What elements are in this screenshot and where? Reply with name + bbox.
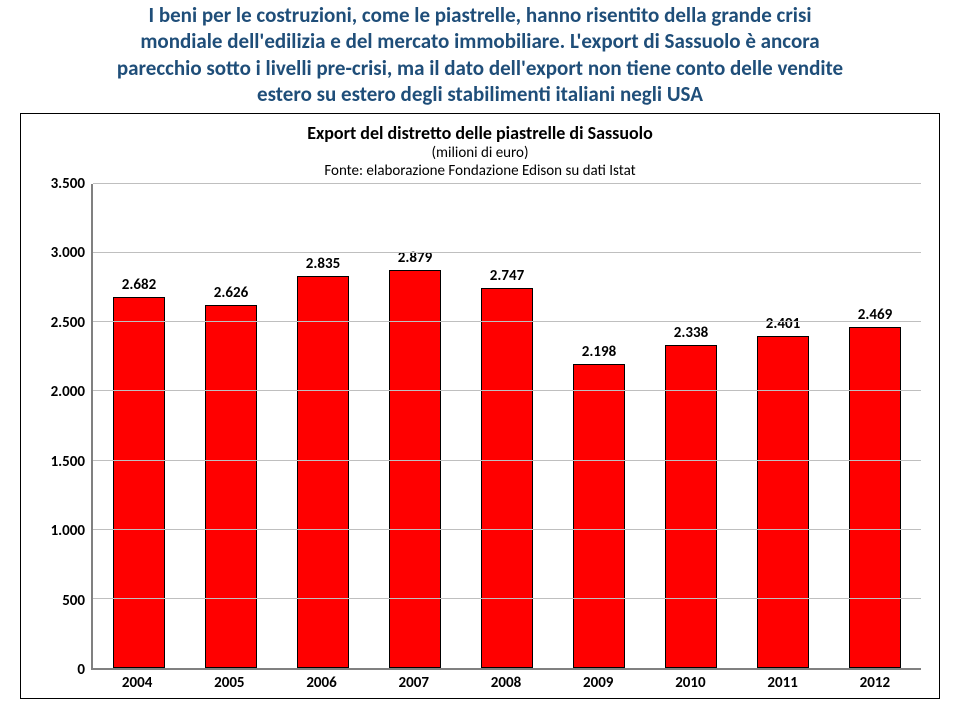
bar-slot: 2.469 <box>829 184 921 668</box>
bar-slot: 2.879 <box>369 184 461 668</box>
bars-layer: 2.682 2.626 2.835 2.879 2.747 2.198 2.338 2.401… <box>93 184 921 668</box>
x-tick-label: 2012 <box>829 670 921 692</box>
bar: 2.469 <box>849 327 901 668</box>
y-axis: 05001.0001.5002.0002.5003.0003.500 <box>39 184 91 670</box>
x-tick-label: 2005 <box>183 670 275 692</box>
plot-inner: 2.682 2.626 2.835 2.879 2.747 2.198 2.338 2.401… <box>91 184 921 670</box>
bar-slot: 2.626 <box>185 184 277 668</box>
bar: 2.879 <box>389 270 441 668</box>
y-tick-label: 1.500 <box>51 453 85 471</box>
bar-slot: 2.682 <box>93 184 185 668</box>
y-tick-label: 3.500 <box>51 175 85 193</box>
gridline <box>93 252 921 253</box>
bar-value-label: 2.682 <box>122 276 156 294</box>
y-tick-label: 2.500 <box>51 314 85 332</box>
bar-value-label: 2.198 <box>582 343 616 361</box>
y-tick-label: 500 <box>62 592 85 610</box>
chart-title: Export del distretto delle piastrelle di… <box>307 122 653 144</box>
bar-value-label: 2.835 <box>306 255 340 273</box>
chart-subtitle-1: (milioni di euro) <box>39 144 921 162</box>
x-tick-label: 2009 <box>552 670 644 692</box>
header-line-3: parecchio sotto i livelli pre-crisi, ma … <box>117 55 843 81</box>
header-line-4: estero su estero degli stabilimenti ital… <box>257 81 703 107</box>
y-tick-label: 3.000 <box>51 244 85 262</box>
header-line-1: I beni per le costruzioni, come le piast… <box>149 2 812 28</box>
bar: 2.198 <box>573 364 625 668</box>
bar: 2.682 <box>113 297 165 668</box>
gridline <box>93 390 921 391</box>
chart-container: Export del distretto delle piastrelle di… <box>20 113 940 699</box>
gridline <box>93 598 921 599</box>
chart-plot: 05001.0001.5002.0002.5003.0003.500 2.682… <box>39 184 921 670</box>
x-tick-label: 2007 <box>368 670 460 692</box>
bar: 2.338 <box>665 345 717 668</box>
gridline <box>93 460 921 461</box>
x-tick-label: 2011 <box>737 670 829 692</box>
bar-slot: 2.338 <box>645 184 737 668</box>
x-tick-label: 2008 <box>460 670 552 692</box>
bar-value-label: 2.401 <box>766 315 800 333</box>
bar-slot: 2.747 <box>461 184 553 668</box>
bar: 2.835 <box>297 276 349 668</box>
bar-value-label: 2.338 <box>674 324 708 342</box>
gridline <box>93 321 921 322</box>
chart-title-block: Export del distretto delle piastrelle di… <box>39 122 921 180</box>
bar-slot: 2.835 <box>277 184 369 668</box>
y-tick-label: 0 <box>77 661 85 679</box>
bar-slot: 2.401 <box>737 184 829 668</box>
gridline <box>93 529 921 530</box>
bar: 2.401 <box>757 336 809 668</box>
page-header: I beni per le costruzioni, come le piast… <box>0 0 960 113</box>
chart-area: 05001.0001.5002.0002.5003.0003.500 2.682… <box>39 184 921 692</box>
gridline <box>93 183 921 184</box>
x-tick-label: 2004 <box>91 670 183 692</box>
bar-slot: 2.198 <box>553 184 645 668</box>
bar-value-label: 2.747 <box>490 267 524 285</box>
bar: 2.747 <box>481 288 533 668</box>
y-tick-label: 2.000 <box>51 383 85 401</box>
header-line-2: mondiale dell'edilizia e del mercato imm… <box>140 28 819 54</box>
bar-value-label: 2.626 <box>214 284 248 302</box>
x-tick-label: 2010 <box>644 670 736 692</box>
x-tick-label: 2006 <box>275 670 367 692</box>
chart-subtitle-2: Fonte: elaborazione Fondazione Edison su… <box>39 162 921 180</box>
x-axis: 200420052006200720082009201020112012 <box>91 670 921 692</box>
bar: 2.626 <box>205 305 257 668</box>
y-tick-label: 1.000 <box>51 522 85 540</box>
